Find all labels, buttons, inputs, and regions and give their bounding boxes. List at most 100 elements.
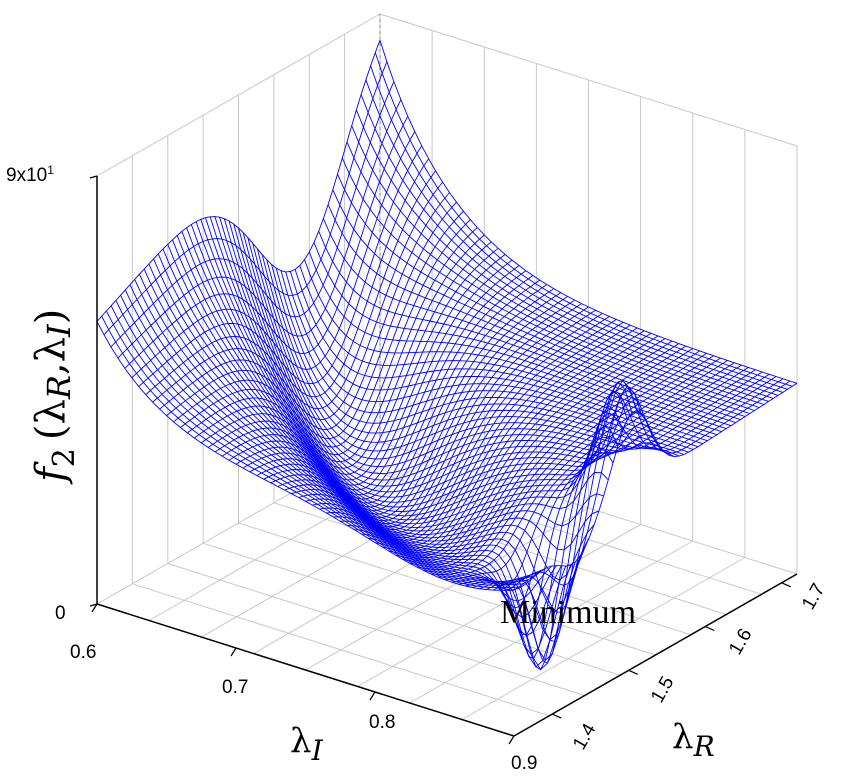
y-tick-label-3: 1.7 [798, 580, 829, 613]
surface-mesh-line-lambda-i [444, 360, 728, 581]
surface-mesh-line-lambda-i [166, 192, 450, 430]
surface-mesh-line-lambda-i [395, 343, 680, 563]
surface-mesh-line-lambda-i [472, 369, 756, 660]
wall-top-edge [96, 13, 381, 177]
x-axis-title: λI [290, 721, 324, 767]
surface-mesh-line-lambda-i [367, 332, 652, 554]
surface-mesh-line-lambda-i [354, 327, 638, 549]
surface-mesh-line-lambda-i [492, 376, 777, 642]
y-tick-mark [781, 582, 791, 588]
surface-mesh-line-lambda-i [103, 61, 388, 336]
z-axis-title: f2(λR,λI) [28, 309, 82, 485]
y-axis-line [513, 573, 798, 737]
surface-mesh-line-lambda-i [409, 348, 693, 568]
surface-mesh-line-lambda-i [124, 116, 409, 369]
y-tick-label-0: 1.4 [569, 720, 601, 754]
surface-mesh-line-lambda-i [333, 319, 617, 541]
surface-mesh-line-lambda-i [319, 313, 603, 536]
surface-mesh-line-lambda-i [326, 316, 610, 539]
surface-mesh-line-lambda-i [214, 247, 499, 481]
surface-mesh-line-lambda-i [388, 340, 673, 561]
surface-mesh-line-lambda-i [228, 259, 513, 491]
surface-mesh-line-lambda-i [506, 380, 791, 591]
surface-mesh-line-lambda-r [271, 264, 689, 453]
surface-mesh-line-lambda-i [173, 201, 457, 440]
surface-mesh [96, 40, 798, 671]
grid-layer [96, 13, 798, 737]
minimum-annotation: Minimum [500, 594, 636, 631]
surface-mesh-line-lambda-i [131, 131, 416, 379]
surface-mesh-line-lambda-i [180, 210, 464, 448]
surface-mesh-line-lambda-i [159, 181, 443, 421]
surface-mesh-line-lambda-i [479, 371, 763, 671]
surface-mesh-line-lambda-i [416, 350, 700, 571]
surface-mesh-line-lambda-i [374, 335, 659, 556]
surface-mesh-line-lambda-i [242, 270, 527, 500]
surface-mesh-line-lambda-r [341, 157, 760, 408]
axis-layer [89, 175, 798, 745]
z-tick-mark [89, 175, 98, 179]
surface-mesh-line-lambda-i [430, 355, 714, 575]
x-tick-mark [230, 647, 237, 657]
surface-mesh-line-lambda-i [256, 279, 541, 508]
surface-mesh-line-lambda-i [187, 219, 471, 456]
surface-mesh-line-lambda-i [117, 99, 402, 359]
surface-mesh-line-lambda-i [486, 373, 770, 664]
x-tick-label-2: 0.8 [369, 712, 395, 733]
x-axis-line [96, 603, 515, 737]
surface-mesh-line-lambda-i [465, 367, 749, 635]
surface-mesh-line-lambda-i [305, 306, 589, 530]
surface-mesh-line-lambda-i [235, 265, 520, 496]
floor-grid-line [167, 563, 585, 696]
surface-mesh-line-lambda-i [437, 357, 721, 578]
surface-mesh-line-lambda-i [138, 145, 423, 387]
surface-mesh-line-lambda-i [263, 284, 548, 512]
x-tick-mark [369, 691, 376, 701]
surface-mesh-line-lambda-i [423, 352, 707, 573]
y-tick-label-1: 1.5 [647, 673, 678, 706]
surface-mesh-line-lambda-i [361, 330, 645, 551]
surface-mesh-line-lambda-i [291, 299, 575, 525]
surface-mesh-line-lambda-r [365, 79, 784, 393]
surface-mesh-line-lambda-i [298, 303, 582, 528]
y-tick-mark [704, 625, 715, 632]
surface-mesh-line-lambda-i [96, 40, 381, 322]
surface-mesh-line-lambda-i [221, 254, 506, 486]
surface-mesh-line-lambda-i [201, 234, 485, 469]
floor-grid-line [273, 502, 692, 636]
x-tick-mark [91, 603, 98, 613]
y-tick-label-2: 1.6 [725, 625, 756, 658]
y-tick-mark [628, 669, 638, 675]
y-tick-mark [551, 713, 562, 719]
surface-mesh-line-lambda-i [312, 309, 596, 533]
z-tick-mark [89, 603, 98, 607]
surface-mesh-line-lambda-i [284, 296, 568, 522]
y-axis-title: λR [672, 717, 715, 763]
x-tick-label-1: 0.7 [222, 677, 248, 698]
surface-mesh-line-lambda-i [340, 321, 624, 544]
surface-mesh-line-lambda-i [110, 81, 395, 348]
floor-grid-line [344, 461, 762, 595]
surface-mesh-line-lambda-i [381, 338, 666, 558]
surface-mesh-line-lambda-i [402, 345, 687, 566]
surface-mesh-line-lambda-i [145, 158, 430, 398]
z-tick-label-max: 9x101 [6, 163, 54, 186]
surface-mesh-line-lambda-i [270, 288, 555, 515]
surface-mesh-line-lambda-r [138, 274, 557, 618]
surface-mesh-line-lambda-i [347, 324, 631, 546]
surface-mesh-line-lambda-r [370, 65, 788, 390]
z-tick-label-0: 0 [55, 603, 66, 624]
wall-top-edge [379, 13, 798, 147]
surface-mesh-line-lambda-i [513, 382, 798, 591]
surface-mesh-line-lambda-i [249, 275, 534, 504]
surface-mesh-line-lambda-i [194, 227, 478, 463]
floor-grid-line [132, 583, 550, 717]
floor-grid-line [238, 522, 656, 656]
surface-mesh-line-lambda-i [207, 241, 492, 475]
x-tick-label-0: 0.6 [70, 642, 96, 663]
x-tick-label-3: 0.9 [511, 753, 537, 774]
x-tick-mark [508, 735, 515, 745]
surface-mesh-line-lambda-i [277, 292, 561, 518]
